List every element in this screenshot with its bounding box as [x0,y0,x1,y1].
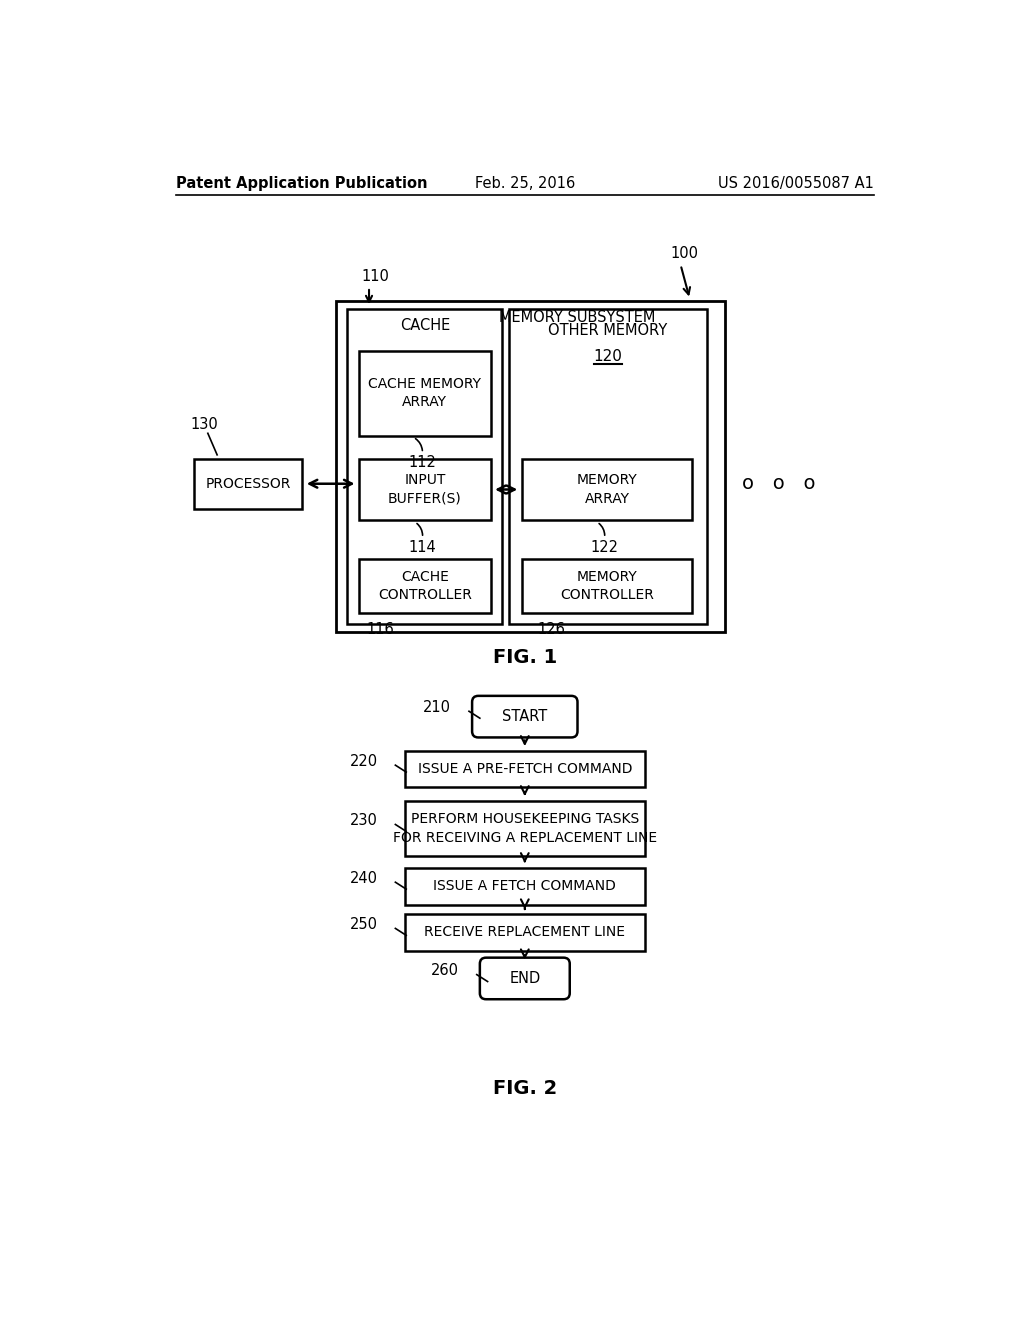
Bar [359,459,490,520]
Bar [521,558,692,612]
Text: Feb. 25, 2016: Feb. 25, 2016 [475,176,574,190]
Text: CACHE MEMORY
ARRAY: CACHE MEMORY ARRAY [369,378,481,409]
Bar [336,301,725,632]
Text: 114: 114 [409,540,436,554]
Bar [359,558,490,612]
Text: MEMORY
ARRAY: MEMORY ARRAY [577,474,637,506]
Text: 122: 122 [591,540,618,554]
Text: RECEIVE REPLACEMENT LINE: RECEIVE REPLACEMENT LINE [424,925,626,940]
Text: 110: 110 [361,269,389,284]
Text: CACHE
CONTROLLER: CACHE CONTROLLER [378,569,472,602]
Text: 210: 210 [423,700,452,715]
Text: 230: 230 [349,813,378,828]
Bar [404,867,645,904]
Text: OTHER MEMORY: OTHER MEMORY [549,322,668,338]
Text: 260: 260 [431,964,459,978]
Text: PROCESSOR: PROCESSOR [206,477,291,491]
Text: US 2016/0055087 A1: US 2016/0055087 A1 [718,176,873,190]
Text: o   o   o: o o o [741,474,815,494]
Text: 250: 250 [349,917,378,932]
Text: Patent Application Publication: Patent Application Publication [176,176,428,190]
Text: CACHE: CACHE [399,318,450,333]
Text: ISSUE A PRE-FETCH COMMAND: ISSUE A PRE-FETCH COMMAND [418,762,632,776]
Text: MEMORY
CONTROLLER: MEMORY CONTROLLER [560,569,654,602]
Bar [509,309,707,624]
Text: FIG. 2: FIG. 2 [493,1078,557,1098]
Text: ISSUE A FETCH COMMAND: ISSUE A FETCH COMMAND [433,879,616,894]
Text: 120: 120 [594,348,623,364]
FancyBboxPatch shape [480,958,569,999]
Text: 240: 240 [349,871,378,886]
Bar [404,913,645,950]
Bar [521,459,692,520]
Bar [347,309,503,624]
Bar [194,459,302,508]
Bar [404,751,645,788]
Text: MEMORY SUBSYSTEM: MEMORY SUBSYSTEM [499,310,655,325]
Text: 126: 126 [538,622,565,638]
Text: 116: 116 [367,622,394,638]
Text: START: START [502,709,548,725]
Text: 130: 130 [190,417,218,432]
Bar [359,351,490,436]
Text: PERFORM HOUSEKEEPING TASKS
FOR RECEIVING A REPLACEMENT LINE: PERFORM HOUSEKEEPING TASKS FOR RECEIVING… [393,812,656,845]
FancyBboxPatch shape [472,696,578,738]
Text: 100: 100 [671,246,698,260]
Text: FIG. 1: FIG. 1 [493,648,557,667]
Text: INPUT
BUFFER(S): INPUT BUFFER(S) [388,474,462,506]
Text: 112: 112 [409,455,436,470]
Bar [404,800,645,857]
Text: 220: 220 [349,754,378,768]
Text: END: END [509,972,541,986]
